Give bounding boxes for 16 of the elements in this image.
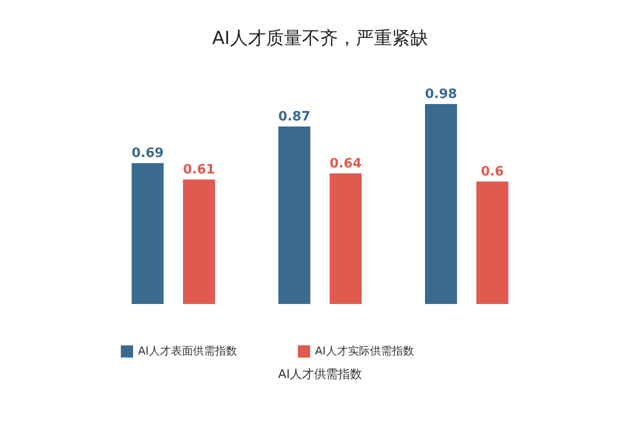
data-label: 0.64 bbox=[330, 156, 362, 172]
data-label: 0.6 bbox=[480, 164, 504, 180]
bar bbox=[278, 126, 310, 304]
bar bbox=[132, 163, 164, 304]
bar bbox=[425, 104, 457, 304]
data-label: 0.61 bbox=[182, 162, 216, 178]
legend-label: AI人才表面供需指数 bbox=[138, 344, 237, 358]
text: AI人才供需指数 bbox=[278, 367, 362, 381]
data-label: 0.69 bbox=[132, 146, 164, 162]
bar bbox=[183, 180, 215, 304]
chart-title: AI人才质量不齐，严重紧缺 bbox=[212, 28, 428, 49]
bar bbox=[476, 182, 508, 304]
data-label: 0.87 bbox=[278, 109, 310, 124]
data-label: 0.98 bbox=[424, 87, 458, 102]
bar bbox=[330, 173, 362, 304]
legend-label: AI人才实际供需指数 bbox=[315, 344, 414, 358]
